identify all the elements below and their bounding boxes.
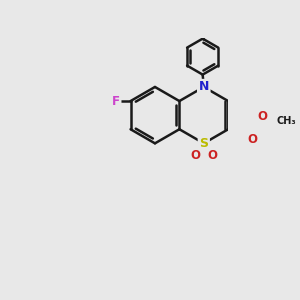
Text: O: O <box>207 149 217 162</box>
Text: O: O <box>257 110 267 123</box>
Text: O: O <box>190 149 200 162</box>
Text: N: N <box>199 80 209 94</box>
Text: CH₃: CH₃ <box>277 116 297 126</box>
Text: F: F <box>112 94 120 108</box>
Text: O: O <box>248 133 257 146</box>
Text: S: S <box>199 137 208 150</box>
